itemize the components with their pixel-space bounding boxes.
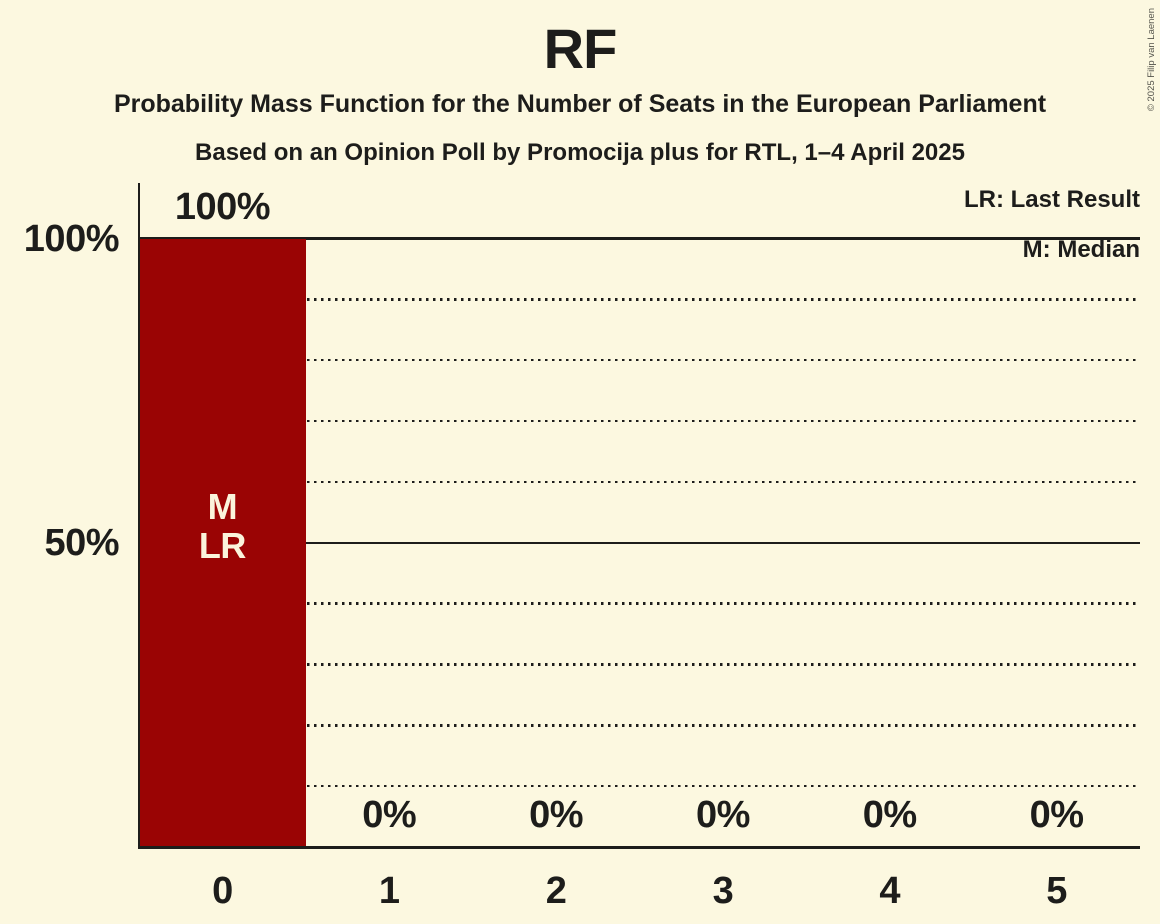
x-tick-label-5: 5 bbox=[1046, 870, 1067, 912]
bar-value-label-5: 0% bbox=[1029, 794, 1084, 836]
bar-value-label-3: 0% bbox=[695, 794, 750, 836]
gridline-dotted-30pct bbox=[139, 663, 1140, 666]
x-tick-label-1: 1 bbox=[378, 870, 400, 912]
chart-subtitle: Probability Mass Function for the Number… bbox=[113, 90, 1047, 118]
legend-last-result: LR: Last Result bbox=[963, 186, 1140, 213]
x-tick-label-4: 4 bbox=[879, 870, 901, 912]
gridline-dotted-40pct bbox=[139, 602, 1140, 605]
bar-seats-0 bbox=[139, 238, 306, 847]
bar-annotation-line: M bbox=[207, 486, 238, 527]
gridline-dotted-60pct bbox=[139, 480, 1140, 484]
bar-value-label-2: 0% bbox=[529, 794, 584, 836]
bar-value-label-4: 0% bbox=[862, 794, 917, 836]
bar-value-label-1: 0% bbox=[362, 794, 417, 836]
bar-annotation-line: LR bbox=[198, 525, 246, 566]
bar-annotation-0: M LR bbox=[139, 487, 306, 565]
x-axis-line bbox=[137, 845, 1140, 849]
gridline-solid-100pct bbox=[139, 237, 1140, 240]
chart-subtitle-poll-info: Based on an Opinion Poll by Promocija pl… bbox=[195, 139, 965, 166]
bar-value-label-0: 100% bbox=[174, 185, 271, 228]
chart-title: RF bbox=[543, 17, 618, 80]
y-axis-line bbox=[137, 183, 140, 848]
legend-median: M: Median bbox=[1022, 236, 1140, 263]
gridline-dotted-70pct bbox=[139, 419, 1140, 423]
x-tick-label-3: 3 bbox=[712, 870, 734, 912]
gridline-dotted-90pct bbox=[139, 298, 1140, 301]
x-tick-label-2: 2 bbox=[545, 870, 567, 912]
gridline-dotted-10pct bbox=[139, 784, 1140, 788]
x-tick-label-0: 0 bbox=[212, 870, 233, 912]
gridline-dotted-80pct bbox=[139, 358, 1140, 362]
gridline-dotted-20pct bbox=[139, 724, 1140, 727]
y-tick-label-100pct: 100% bbox=[23, 217, 120, 260]
gridline-solid-50pct bbox=[139, 541, 1140, 544]
y-tick-label-50pct: 50% bbox=[44, 521, 119, 564]
